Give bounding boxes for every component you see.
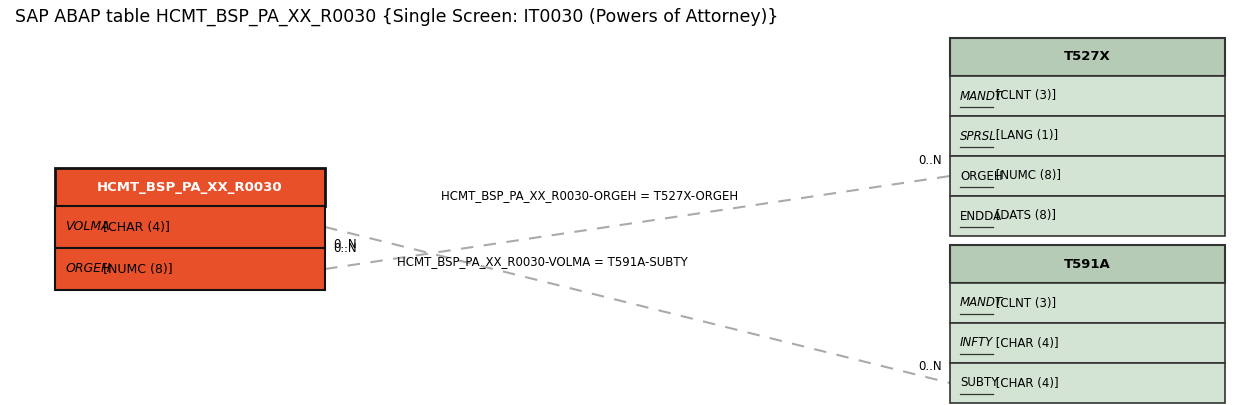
Text: ENDDA: ENDDA — [960, 209, 1002, 222]
FancyBboxPatch shape — [950, 323, 1225, 363]
Text: [CLNT (3)]: [CLNT (3)] — [992, 90, 1057, 102]
Text: 0..N: 0..N — [332, 239, 356, 252]
Text: INFTY: INFTY — [960, 337, 994, 350]
FancyBboxPatch shape — [55, 168, 325, 206]
FancyBboxPatch shape — [55, 206, 325, 248]
FancyBboxPatch shape — [950, 76, 1225, 116]
Text: ORGEH: ORGEH — [960, 170, 1002, 183]
Text: MANDT: MANDT — [960, 90, 1003, 102]
Text: 0..N: 0..N — [919, 153, 942, 166]
Text: T527X: T527X — [1064, 51, 1111, 64]
Text: HCMT_BSP_PA_XX_R0030: HCMT_BSP_PA_XX_R0030 — [97, 181, 283, 194]
Text: HCMT_BSP_PA_XX_R0030-ORGEH = T527X-ORGEH: HCMT_BSP_PA_XX_R0030-ORGEH = T527X-ORGEH — [442, 190, 738, 202]
FancyBboxPatch shape — [950, 283, 1225, 323]
Text: VOLMA: VOLMA — [65, 220, 110, 234]
Text: 0..N: 0..N — [919, 360, 942, 373]
Text: [NUMC (8)]: [NUMC (8)] — [100, 262, 173, 275]
Text: 0..N: 0..N — [332, 243, 356, 256]
FancyBboxPatch shape — [950, 363, 1225, 403]
Text: SPRSL: SPRSL — [960, 130, 997, 143]
FancyBboxPatch shape — [950, 116, 1225, 156]
Text: SUBTY: SUBTY — [960, 377, 998, 390]
Text: [CHAR (4)]: [CHAR (4)] — [992, 337, 1059, 350]
FancyBboxPatch shape — [950, 245, 1225, 283]
Text: T591A: T591A — [1064, 258, 1111, 271]
Text: SAP ABAP table HCMT_BSP_PA_XX_R0030 {Single Screen: IT0030 (Powers of Attorney)}: SAP ABAP table HCMT_BSP_PA_XX_R0030 {Sin… — [15, 8, 778, 26]
Text: HCMT_BSP_PA_XX_R0030-VOLMA = T591A-SUBTY: HCMT_BSP_PA_XX_R0030-VOLMA = T591A-SUBTY — [397, 256, 688, 269]
Text: MANDT: MANDT — [960, 296, 1003, 309]
Text: [CHAR (4)]: [CHAR (4)] — [992, 377, 1059, 390]
FancyBboxPatch shape — [950, 156, 1225, 196]
Text: [LANG (1)]: [LANG (1)] — [992, 130, 1058, 143]
Text: [DATS (8)]: [DATS (8)] — [992, 209, 1057, 222]
Text: [NUMC (8)]: [NUMC (8)] — [992, 170, 1062, 183]
FancyBboxPatch shape — [950, 38, 1225, 76]
Text: [CHAR (4)]: [CHAR (4)] — [100, 220, 169, 234]
FancyBboxPatch shape — [55, 248, 325, 290]
Text: ORGEH: ORGEH — [65, 262, 111, 275]
FancyBboxPatch shape — [950, 196, 1225, 236]
Text: [CLNT (3)]: [CLNT (3)] — [992, 296, 1057, 309]
